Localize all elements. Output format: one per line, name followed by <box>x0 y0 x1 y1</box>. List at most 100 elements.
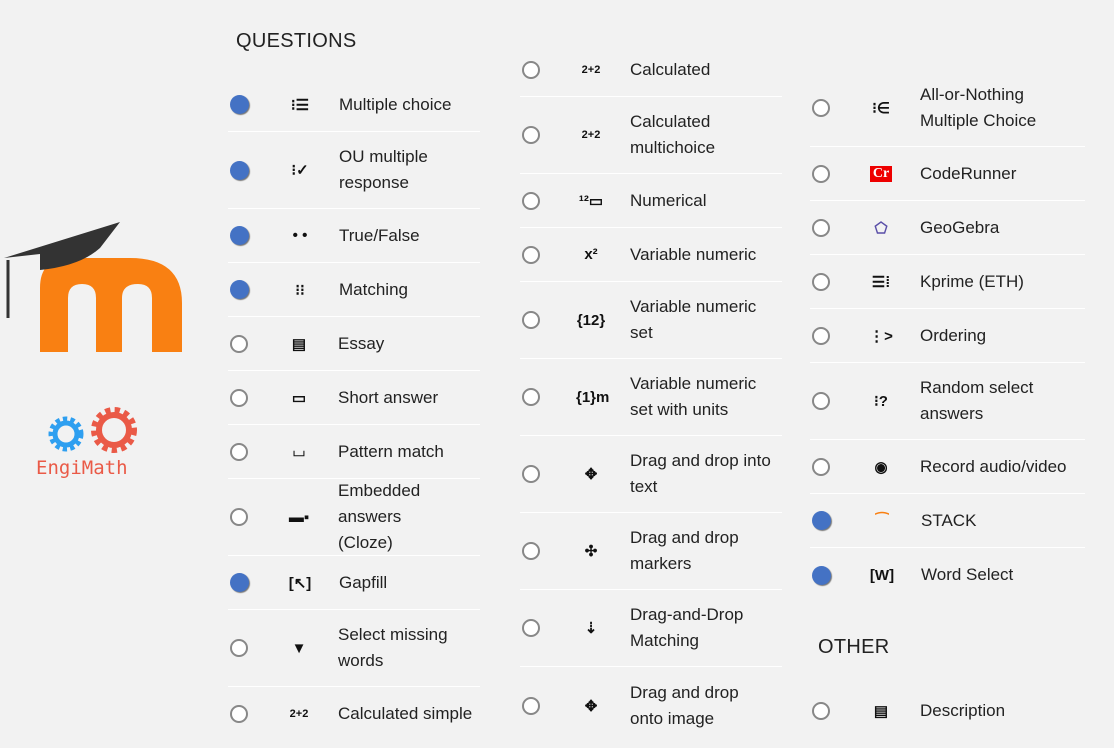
question-type-option[interactable]: ⁝⁝ Matching <box>228 263 480 317</box>
matching-icon: ⁝⁝ <box>295 281 305 299</box>
radio-unselected[interactable] <box>522 60 540 79</box>
question-type-label: Record audio/video <box>920 456 1067 476</box>
question-type-option[interactable]: 2+2 Calculated <box>520 43 782 97</box>
question-type-label: Word Select <box>921 565 1014 584</box>
dd-matching-icon: ⇣ <box>584 620 598 637</box>
question-type-option[interactable]: [W] Word Select <box>810 548 1085 602</box>
engimath-logo: EngiMath <box>36 407 137 479</box>
question-type-option[interactable]: ☰⁞ Kprime (ETH) <box>810 255 1085 309</box>
question-type-option[interactable]: ✣ Drag and drop markers <box>520 513 782 590</box>
radio-selected[interactable] <box>812 511 831 530</box>
radio-unselected[interactable] <box>522 619 540 637</box>
question-type-option[interactable]: ⁝∈ All-or-Nothing Multiple Choice <box>810 70 1085 147</box>
question-type-label: Matching <box>339 279 408 299</box>
question-type-label: Drag and drop into text <box>630 451 771 496</box>
radio-unselected[interactable] <box>230 639 248 657</box>
radio-selected[interactable] <box>230 573 249 592</box>
radio-unselected[interactable] <box>812 702 830 720</box>
question-type-label: GeoGebra <box>920 217 1000 237</box>
question-type-label: Embedded answers (Cloze) <box>338 481 421 552</box>
description-icon: ▤ <box>873 703 889 720</box>
moodle-logo <box>4 222 182 352</box>
question-type-option[interactable]: ⁀ STACK <box>810 494 1085 548</box>
radio-unselected[interactable] <box>812 272 830 291</box>
radio-selected[interactable] <box>230 160 249 180</box>
question-type-label: Short answer <box>338 387 439 407</box>
question-type-label: Calculated multichoice <box>630 112 716 157</box>
question-type-option[interactable]: [↖] Gapfill <box>228 556 480 610</box>
question-type-option[interactable]: {12} Variable numeric set <box>520 282 782 359</box>
question-type-option[interactable]: Cr CodeRunner <box>810 147 1085 201</box>
question-type-option[interactable]: ⁝? Random select answers <box>810 363 1085 440</box>
question-type-label: Random select answers <box>920 378 1034 423</box>
question-type-option[interactable]: • • True/False <box>228 209 480 263</box>
triangle-down-icon: ▼ <box>291 639 307 657</box>
radio-unselected[interactable] <box>812 392 830 410</box>
radio-unselected[interactable] <box>812 99 830 117</box>
radio-unselected[interactable] <box>812 164 830 183</box>
question-type-label: Essay <box>338 333 385 353</box>
radio-unselected[interactable] <box>522 465 540 483</box>
question-type-label: Ordering <box>920 325 987 345</box>
radio-selected[interactable] <box>230 226 249 245</box>
question-type-label: Calculated <box>630 59 711 79</box>
question-type-option[interactable]: ▤ Description <box>810 684 1085 738</box>
random-icon: ⁝? <box>874 393 888 410</box>
question-type-option[interactable]: ◉ Record audio/video <box>810 440 1085 494</box>
radio-unselected[interactable] <box>230 388 248 407</box>
question-type-option[interactable]: 2+2 Calculated multichoice <box>520 97 782 174</box>
question-type-label: True/False <box>339 225 420 245</box>
question-type-option[interactable]: ⬠ GeoGebra <box>810 201 1085 255</box>
question-type-label: Variable numeric <box>630 244 757 264</box>
question-type-option[interactable]: x² Variable numeric <box>520 228 782 282</box>
question-type-option[interactable]: ✥ Drag and drop onto image <box>520 667 782 744</box>
question-type-option[interactable]: ▬▪ Embedded answers (Cloze) <box>228 479 480 556</box>
questions-column-1: ⁝☰ Multiple choice ⁝✓ OU multiple response •… <box>228 78 480 741</box>
word-select-icon: [W] <box>869 566 895 584</box>
question-type-label: OU multiple response <box>339 147 428 192</box>
question-type-option[interactable]: ▼ Select missing words <box>228 610 480 687</box>
radio-unselected[interactable] <box>522 696 540 715</box>
question-type-option[interactable]: ⋮> Ordering <box>810 309 1085 363</box>
question-type-label: Pattern match <box>338 441 444 461</box>
question-type-option[interactable]: {1}m Variable numeric set with units <box>520 359 782 436</box>
radio-unselected[interactable] <box>522 126 540 144</box>
stack-icon: ⁀ <box>875 512 889 530</box>
cloze-icon: ▬▪ <box>288 508 310 526</box>
radio-unselected[interactable] <box>522 388 540 406</box>
question-type-option[interactable]: ▭ Short answer <box>228 371 480 425</box>
kprime-icon: ☰⁞ <box>871 273 891 291</box>
radio-unselected[interactable] <box>230 508 248 526</box>
short-answer-box-icon: ▭ <box>291 389 307 407</box>
variable-numeric-icon: x² <box>584 246 598 263</box>
radio-unselected[interactable] <box>812 326 830 345</box>
radio-unselected[interactable] <box>230 334 248 353</box>
question-type-label: STACK <box>921 510 977 530</box>
radio-unselected[interactable] <box>230 442 248 461</box>
radio-unselected[interactable] <box>522 542 540 560</box>
document-icon: ▤ <box>291 335 307 353</box>
radio-selected[interactable] <box>230 280 249 299</box>
question-type-option[interactable]: ⁝☰ Multiple choice <box>228 78 480 132</box>
question-type-option[interactable]: ¹²▭ Numerical <box>520 174 782 228</box>
radio-unselected[interactable] <box>230 705 248 723</box>
radio-unselected[interactable] <box>812 218 830 237</box>
other-column: ▤ Description <box>810 684 1085 738</box>
variable-set-icon: {12} <box>576 311 606 329</box>
radio-unselected[interactable] <box>522 245 540 264</box>
pattern-icon: ⌴ <box>292 443 305 460</box>
variable-units-icon: {1}m <box>576 388 610 406</box>
question-type-option[interactable]: ⇣ Drag-and-Drop Matching <box>520 590 782 667</box>
radio-unselected[interactable] <box>522 191 540 210</box>
questions-column-2: 2+2 Calculated 2+2 Calculated multichoice ¹²… <box>520 43 782 744</box>
radio-unselected[interactable] <box>812 457 830 476</box>
radio-selected[interactable] <box>812 565 831 585</box>
radio-unselected[interactable] <box>522 311 540 329</box>
question-type-option[interactable]: 2+2 Calculated simple <box>228 687 480 741</box>
question-type-option[interactable]: ▤ Essay <box>228 317 480 371</box>
question-type-option[interactable]: ⌴ Pattern match <box>228 425 480 479</box>
radio-selected[interactable] <box>230 95 249 114</box>
question-type-option[interactable]: ✥ Drag and drop into text <box>520 436 782 513</box>
questions-header: QUESTIONS <box>236 30 357 52</box>
question-type-option[interactable]: ⁝✓ OU multiple response <box>228 132 480 209</box>
